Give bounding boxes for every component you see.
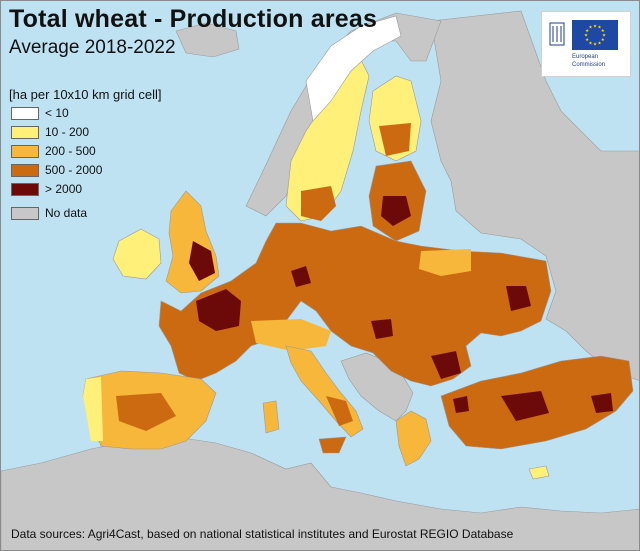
- sweden-south-region: [301, 186, 336, 221]
- eu-star-icon: ★: [585, 37, 590, 42]
- baltics-dark-region: [381, 196, 411, 226]
- portugal-light-region: [83, 377, 103, 441]
- turkey-dark-region: [501, 391, 549, 421]
- eu-flag-icon: ★ ★ ★ ★ ★ ★ ★ ★ ★ ★ ★ ★: [572, 20, 618, 50]
- romania-dark-region: [431, 351, 461, 379]
- logo-text-line2: Commission: [572, 62, 606, 68]
- eu-star-icon: ★: [585, 28, 590, 33]
- legend-title: [ha per 10x10 km grid cell]: [9, 87, 162, 102]
- eu-star-icon: ★: [597, 25, 602, 30]
- legend-swatch: [11, 183, 39, 196]
- sicily-region: [318, 436, 347, 454]
- istanbul-dark-region: [453, 396, 469, 413]
- map-title: Total wheat - Production areas: [9, 5, 378, 33]
- norway-light-region: [305, 15, 402, 122]
- russia-no-data: [430, 10, 639, 381]
- legend-swatch: [11, 164, 39, 177]
- map-subtitle: Average 2018-2022: [9, 37, 176, 58]
- legend-label: < 10: [45, 106, 69, 120]
- eu-star-icon: ★: [593, 24, 598, 29]
- legend-swatch: [11, 145, 39, 158]
- eu-star-icon: ★: [601, 28, 606, 33]
- eu-star-icon: ★: [588, 40, 593, 45]
- germany-dark-region: [291, 266, 311, 287]
- eu-star-icon: ★: [602, 33, 607, 38]
- italy-south-region: [326, 396, 353, 426]
- legend-label-no-data: No data: [45, 206, 88, 220]
- legend-swatch: [11, 107, 39, 120]
- commission-building-icon: [549, 22, 565, 46]
- legend-label: > 2000: [45, 182, 83, 196]
- eu-star-icon: ★: [584, 33, 589, 38]
- cyprus-region: [528, 465, 550, 480]
- legend-label: 10 - 200: [45, 125, 90, 139]
- turkey-east-dark-region: [591, 393, 613, 413]
- legend-label: 500 - 2000: [45, 163, 103, 177]
- finland-south-region: [379, 123, 411, 156]
- uk-east-dark-region: [189, 241, 215, 281]
- iceland-no-data: [175, 22, 240, 58]
- logo-text-line1: European: [572, 54, 599, 60]
- ireland-region: [112, 228, 162, 280]
- eu-star-icon: ★: [601, 37, 606, 42]
- eu-star-icon: ★: [597, 40, 602, 45]
- eu-star-icon: ★: [593, 42, 598, 47]
- legend-swatch-no-data: [11, 207, 39, 220]
- legend-swatch: [11, 126, 39, 139]
- ukraine-patch-region: [419, 249, 471, 276]
- data-source-note: Data sources: Agri4Cast, based on nation…: [11, 527, 514, 541]
- eu-star-icon: ★: [588, 25, 593, 30]
- iberia-centre-region: [116, 393, 176, 431]
- legend-label: 200 - 500: [45, 144, 96, 158]
- alps-region: [251, 319, 331, 351]
- ukraine-dark-region: [506, 286, 531, 311]
- hungary-dark-region: [371, 319, 393, 339]
- france-dark-region: [196, 289, 241, 331]
- european-commission-logo: ★ ★ ★ ★ ★ ★ ★ ★ ★ ★ ★ ★ European Commission: [541, 11, 631, 77]
- greece-region: [395, 410, 432, 467]
- sardinia-region: [262, 400, 280, 434]
